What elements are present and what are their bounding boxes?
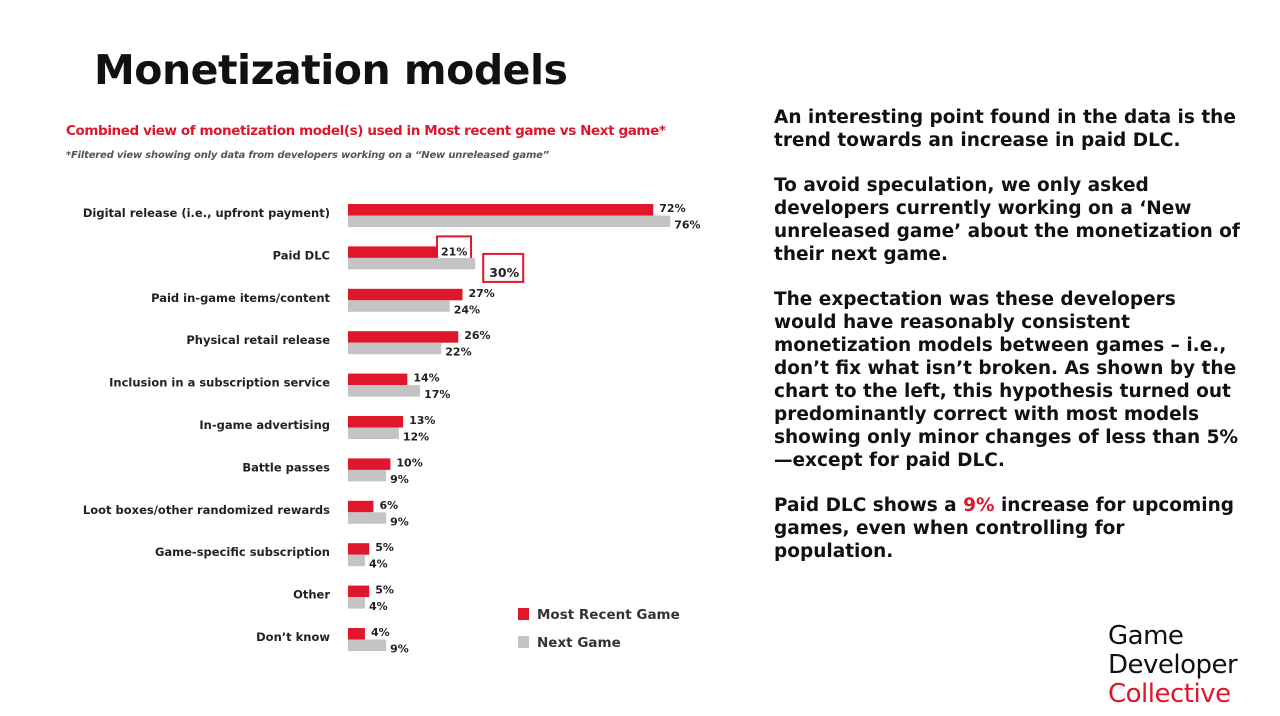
text: Paid DLC shows a — [774, 495, 964, 516]
data-label: 4% — [369, 558, 388, 571]
paragraph: The expectation was these developers wou… — [774, 289, 1239, 471]
category-label: Battle passes — [242, 460, 330, 474]
paragraph-conclusion: Paid DLC shows a 9% increase for upcomin… — [774, 494, 1244, 563]
logo-line: Collective — [1108, 679, 1231, 709]
bar-next — [348, 215, 671, 227]
data-label: 30% — [489, 265, 519, 280]
bar-most-recent — [348, 288, 463, 301]
data-label: 5% — [375, 584, 394, 597]
bar-most-recent — [348, 331, 459, 343]
category-label: Other — [293, 588, 330, 602]
logo-line: Game — [1108, 621, 1184, 651]
bar-most-recent — [348, 204, 654, 216]
data-label: 72% — [659, 202, 685, 215]
category-label: In-game advertising — [199, 418, 330, 432]
highlight-value: 9% — [963, 495, 995, 516]
logo: Game Developer Collective — [1108, 621, 1238, 709]
data-label: 26% — [464, 329, 490, 342]
bar-next — [348, 257, 476, 270]
paragraph: An interesting point found in the data i… — [774, 107, 1236, 151]
category-label: Inclusion in a subscription service — [109, 376, 330, 390]
data-label: 12% — [403, 431, 429, 444]
bar-next — [348, 427, 399, 439]
data-label: 6% — [379, 499, 398, 512]
bar-next — [348, 469, 387, 482]
bar-chart: Digital release (i.e., upfront payment) 7… — [83, 202, 701, 656]
data-label: 9% — [390, 515, 409, 528]
data-label: 4% — [369, 600, 388, 613]
category-label: Loot boxes/other randomized rewards — [83, 503, 330, 517]
category-label: Don’t know — [256, 630, 330, 644]
data-label: 5% — [375, 541, 394, 554]
data-label: 76% — [674, 219, 700, 232]
bar-next — [348, 639, 387, 651]
data-label: 24% — [454, 303, 480, 316]
data-label: 14% — [413, 372, 439, 385]
legend-label: Most Recent Game — [537, 607, 680, 623]
bar-most-recent — [348, 458, 391, 470]
bar-most-recent — [348, 585, 370, 598]
bar-next — [348, 300, 450, 312]
logo-line: Developer — [1108, 650, 1238, 680]
legend-swatch — [518, 636, 529, 648]
data-label: 4% — [371, 626, 390, 639]
chart-note: *Filtered view showing only data from de… — [66, 150, 549, 161]
data-label: 27% — [468, 287, 494, 300]
data-label: 9% — [390, 643, 409, 656]
commentary: An interesting point found in the data i… — [774, 106, 1244, 585]
bar-next — [348, 342, 442, 355]
category-label: Paid in-game items/content — [151, 291, 330, 305]
slide-title: Monetization models — [94, 46, 568, 94]
category-label: Game-specific subscription — [155, 545, 330, 559]
bar-most-recent — [348, 543, 370, 555]
bar-most-recent — [348, 416, 404, 428]
data-label: 10% — [396, 456, 422, 469]
data-label: 9% — [390, 473, 409, 486]
bar-next — [348, 554, 365, 567]
legend-label: Next Game — [537, 635, 621, 651]
legend-swatch — [518, 608, 529, 620]
data-label: 17% — [424, 388, 450, 401]
text: increase for upcoming games, even when c… — [774, 495, 1235, 562]
category-label: Digital release (i.e., upfront payment) — [83, 206, 330, 220]
bar-next — [348, 512, 387, 524]
highlight-box — [482, 252, 525, 283]
bar-next — [348, 597, 365, 609]
bar-most-recent — [348, 628, 365, 640]
category-label: Paid DLC — [273, 248, 330, 262]
bar-most-recent — [348, 373, 408, 386]
data-label: 13% — [409, 414, 435, 427]
data-label: 21% — [441, 245, 467, 258]
bar-most-recent — [348, 246, 438, 258]
bar-next — [348, 385, 421, 397]
bar-most-recent — [348, 500, 374, 513]
paragraph: To avoid speculation, we only asked deve… — [774, 175, 1240, 265]
data-label: 22% — [445, 346, 471, 359]
chart-subtitle: Combined view of monetization model(s) u… — [66, 123, 666, 139]
category-label: Physical retail release — [186, 333, 330, 347]
